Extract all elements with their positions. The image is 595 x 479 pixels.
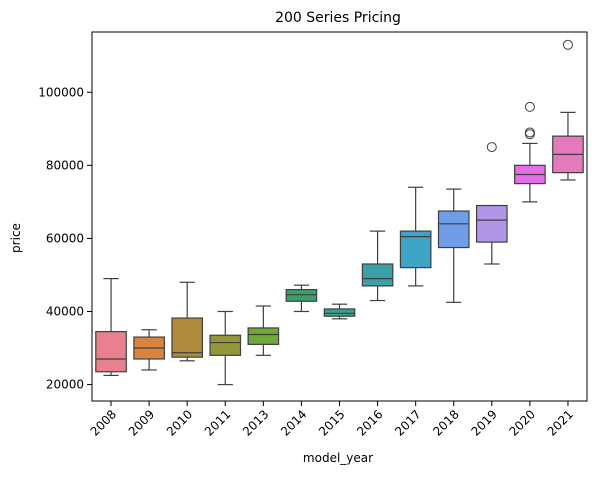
y-tick-label: 60000 [46, 231, 84, 245]
outlier-point [486, 142, 497, 153]
x-tick-label: 2014 [278, 407, 309, 438]
box-2016 [361, 263, 394, 287]
outlier-point [524, 101, 535, 112]
x-tick-label: 2008 [88, 407, 119, 438]
x-tick-label: 2017 [392, 407, 423, 438]
x-tick-label: 2013 [240, 407, 271, 438]
x-tick-label: 2010 [164, 407, 195, 438]
box-2018 [437, 210, 470, 249]
x-tick-label: 2020 [507, 407, 538, 438]
box-2017 [399, 230, 432, 269]
box-2019 [475, 204, 508, 243]
x-tick-label: 2009 [126, 407, 157, 438]
x-tick-label: 2016 [354, 407, 385, 438]
box-2010 [171, 317, 204, 358]
box-2014 [285, 288, 318, 302]
x-tick-label: 2018 [430, 407, 461, 438]
y-tick-label: 40000 [46, 304, 84, 318]
box-2013 [247, 327, 280, 345]
outlier-point [524, 127, 535, 138]
box-2015 [323, 308, 356, 317]
y-tick-label: 80000 [46, 158, 84, 172]
outlier-point [562, 39, 573, 50]
y-tick-label: 20000 [46, 378, 84, 392]
x-axis-label: model_year [303, 451, 373, 465]
chart-title: 200 Series Pricing [275, 10, 401, 26]
x-tick-label: 2019 [468, 407, 499, 438]
box-2008 [95, 330, 127, 373]
x-tick-label: 2015 [316, 407, 347, 438]
x-tick-label: 2011 [202, 407, 233, 438]
y-tick-label: 100000 [38, 85, 84, 99]
x-tick-label: 2021 [545, 407, 576, 438]
y-axis-label: price [9, 223, 23, 253]
plot-frame [91, 31, 588, 402]
box-2011 [209, 334, 242, 356]
